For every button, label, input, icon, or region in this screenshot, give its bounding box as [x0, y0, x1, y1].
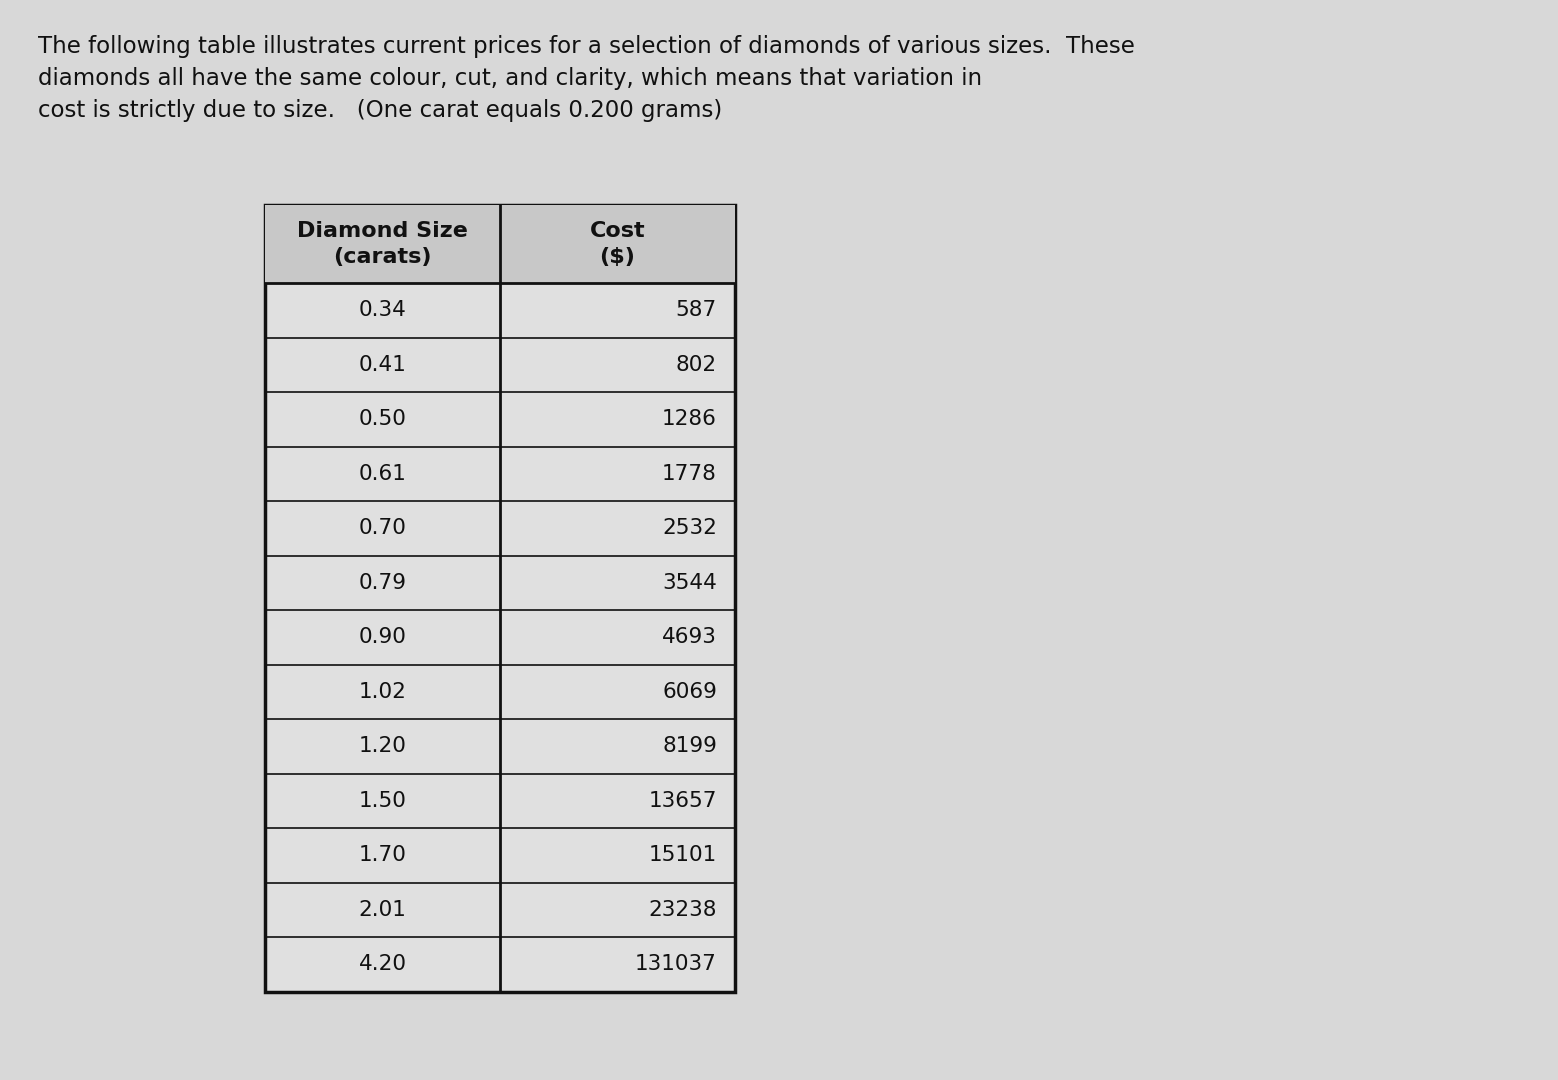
Text: 4693: 4693 [662, 627, 717, 647]
Text: 1.50: 1.50 [358, 791, 407, 811]
Text: 1286: 1286 [662, 409, 717, 429]
Text: 3544: 3544 [662, 572, 717, 593]
Text: 0.41: 0.41 [358, 354, 407, 375]
Text: 131037: 131037 [636, 955, 717, 974]
Text: 8199: 8199 [662, 737, 717, 756]
Text: 587: 587 [676, 300, 717, 321]
Text: 15101: 15101 [648, 846, 717, 865]
Text: 1778: 1778 [662, 463, 717, 484]
Text: 0.34: 0.34 [358, 300, 407, 321]
Bar [265, 205, 735, 991]
Bar [265, 205, 735, 283]
Text: 1.20: 1.20 [358, 737, 407, 756]
Text: 0.90: 0.90 [358, 627, 407, 647]
Text: 0.70: 0.70 [358, 518, 407, 538]
Text: 2532: 2532 [662, 518, 717, 538]
Text: 0.50: 0.50 [358, 409, 407, 429]
Text: 13657: 13657 [648, 791, 717, 811]
Text: Cost
($): Cost ($) [589, 221, 645, 267]
Text: 4.20: 4.20 [358, 955, 407, 974]
Text: The following table illustrates current prices for a selection of diamonds of va: The following table illustrates current … [37, 35, 1134, 122]
Text: 6069: 6069 [662, 681, 717, 702]
Text: 802: 802 [676, 354, 717, 375]
Text: 1.70: 1.70 [358, 846, 407, 865]
Text: 0.79: 0.79 [358, 572, 407, 593]
Text: 0.61: 0.61 [358, 463, 407, 484]
Text: Diamond Size
(carats): Diamond Size (carats) [298, 221, 467, 267]
Text: 23238: 23238 [648, 900, 717, 920]
Text: 1.02: 1.02 [358, 681, 407, 702]
Text: 2.01: 2.01 [358, 900, 407, 920]
